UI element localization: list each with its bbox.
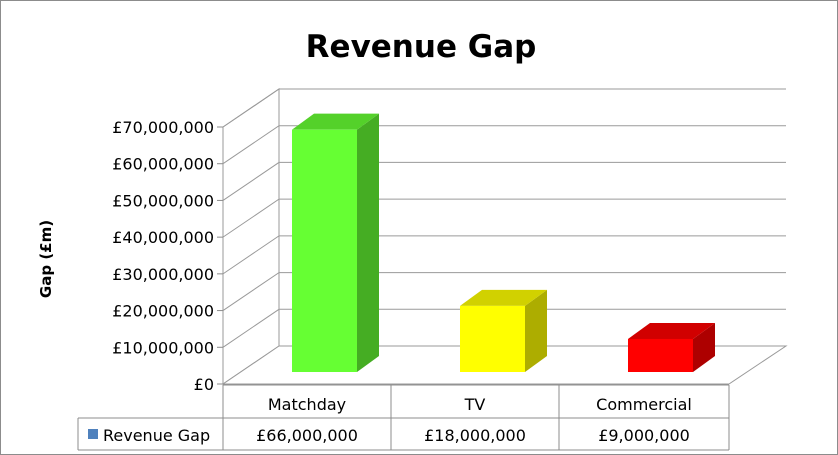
chart-title: Revenue Gap — [306, 29, 537, 65]
side-wall — [222, 88, 280, 385]
y-tick-label: £40,000,000 — [112, 228, 214, 247]
bar-front-face — [460, 305, 525, 372]
y-tick-label: £30,000,000 — [112, 265, 214, 284]
data-label: £18,000,000 — [424, 426, 526, 445]
gridlines — [222, 88, 786, 348]
bar-front-face — [628, 338, 693, 372]
data-table: Matchday £66,000,000 TV £18,000,000 Commerci… — [77, 384, 730, 451]
category-label: Matchday — [268, 395, 346, 414]
data-label: £66,000,000 — [256, 426, 358, 445]
y-tick-label: £10,000,000 — [112, 338, 214, 357]
y-axis-label: Gap (£m) — [37, 220, 55, 298]
legend-series-name: Revenue Gap — [103, 426, 210, 445]
bar-commercial — [628, 322, 715, 372]
bar-side-face — [357, 113, 379, 372]
bar-side-face — [525, 289, 547, 372]
y-tick-label: £50,000,000 — [112, 191, 214, 210]
gridline — [222, 198, 786, 238]
legend-swatch — [88, 429, 98, 439]
gridline — [222, 88, 786, 128]
gridline — [222, 125, 786, 165]
gridline — [222, 161, 786, 201]
bar-top-face — [628, 322, 715, 339]
y-axis-ticks: £0 £10,000,000 £20,000,000 £30,000,000 £40,0… — [112, 118, 223, 394]
bar-top-face — [460, 289, 547, 306]
gridline — [222, 272, 786, 311]
y-tick-label: £20,000,000 — [112, 302, 214, 321]
y-tick-label: £60,000,000 — [112, 155, 214, 174]
bars — [292, 113, 715, 372]
category-label: Commercial — [596, 395, 692, 414]
gridline — [222, 235, 786, 275]
gridline — [222, 308, 786, 348]
category-label: TV — [464, 395, 486, 414]
bar-front-face — [292, 129, 357, 372]
bar-tv — [460, 289, 547, 372]
y-tick-label: £70,000,000 — [112, 118, 214, 137]
bar-top-face — [292, 113, 379, 130]
data-label: £9,000,000 — [598, 426, 690, 445]
bar-side-face — [693, 322, 715, 372]
bar-matchday — [292, 113, 379, 372]
y-tick-label: £0 — [194, 375, 214, 394]
